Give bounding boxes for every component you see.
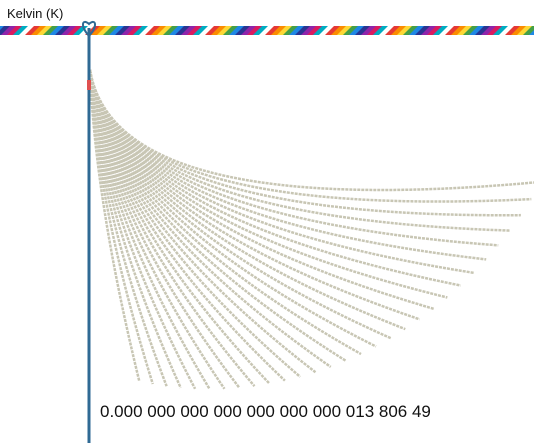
fan-line: [88, 69, 406, 331]
fan-line: [88, 69, 168, 387]
fan-line: [88, 69, 362, 356]
constant-value: 0.000 000 000 000 000 000 000 013 806 49: [100, 402, 431, 421]
knot: [82, 20, 96, 38]
marker: [87, 80, 91, 90]
fan-line: [88, 69, 448, 299]
fan-lines: [88, 69, 534, 390]
fan-line: [88, 69, 421, 321]
fan-line: [88, 69, 392, 340]
unit-label: Kelvin (K): [7, 6, 64, 21]
rainbow-rope: [0, 26, 534, 35]
fan-line: [88, 69, 182, 389]
fan-line: [88, 69, 534, 192]
